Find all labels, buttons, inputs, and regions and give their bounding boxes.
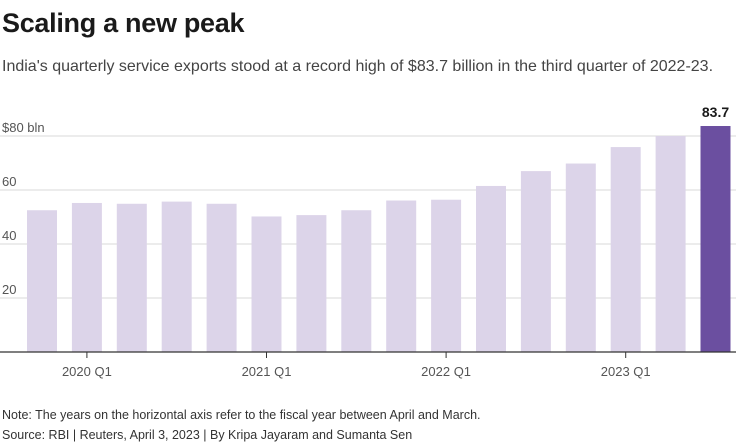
x-tick-label: 2022 Q1 — [421, 364, 471, 379]
bar — [565, 163, 596, 352]
bar-chart: 20 40 60 $80 bln 2020 Q1 2021 Q1 2022 Q1 2023 … — [0, 104, 736, 379]
bar — [161, 201, 192, 352]
x-tick-label: 2023 Q1 — [601, 364, 651, 379]
y-tick-label: 20 — [2, 282, 16, 297]
bar — [386, 200, 417, 352]
bar — [431, 199, 462, 352]
bar — [116, 203, 147, 352]
chart-subtitle: India's quarterly service exports stood … — [2, 58, 714, 75]
annotations: 83.7 — [702, 104, 729, 120]
x-tick-label: 2020 Q1 — [62, 364, 112, 379]
bar — [655, 136, 686, 352]
y-tick-label: $80 bln — [2, 120, 45, 135]
y-tick-label: 60 — [2, 174, 16, 189]
chart-title: Scaling a new peak — [2, 8, 245, 38]
chart-source: Source: RBI | Reuters, April 3, 2023 | B… — [2, 428, 413, 442]
bar — [71, 202, 102, 352]
data-label-peak: 83.7 — [702, 104, 729, 120]
x-axis: 2020 Q1 2021 Q1 2022 Q1 2023 Q1 — [0, 351, 736, 379]
bar — [610, 147, 641, 352]
bar — [520, 171, 551, 352]
bar — [251, 216, 282, 352]
bars — [27, 126, 731, 352]
bar-highlight — [700, 126, 731, 352]
x-tick-label: 2021 Q1 — [242, 364, 292, 379]
bar — [206, 203, 237, 352]
bar — [341, 210, 372, 352]
bar — [296, 215, 327, 352]
y-axis-labels: 20 40 60 $80 bln — [2, 120, 45, 297]
bar — [27, 210, 57, 352]
chart-note: Note: The years on the horizontal axis r… — [2, 408, 481, 422]
y-tick-label: 40 — [2, 228, 16, 243]
bar — [476, 185, 506, 352]
